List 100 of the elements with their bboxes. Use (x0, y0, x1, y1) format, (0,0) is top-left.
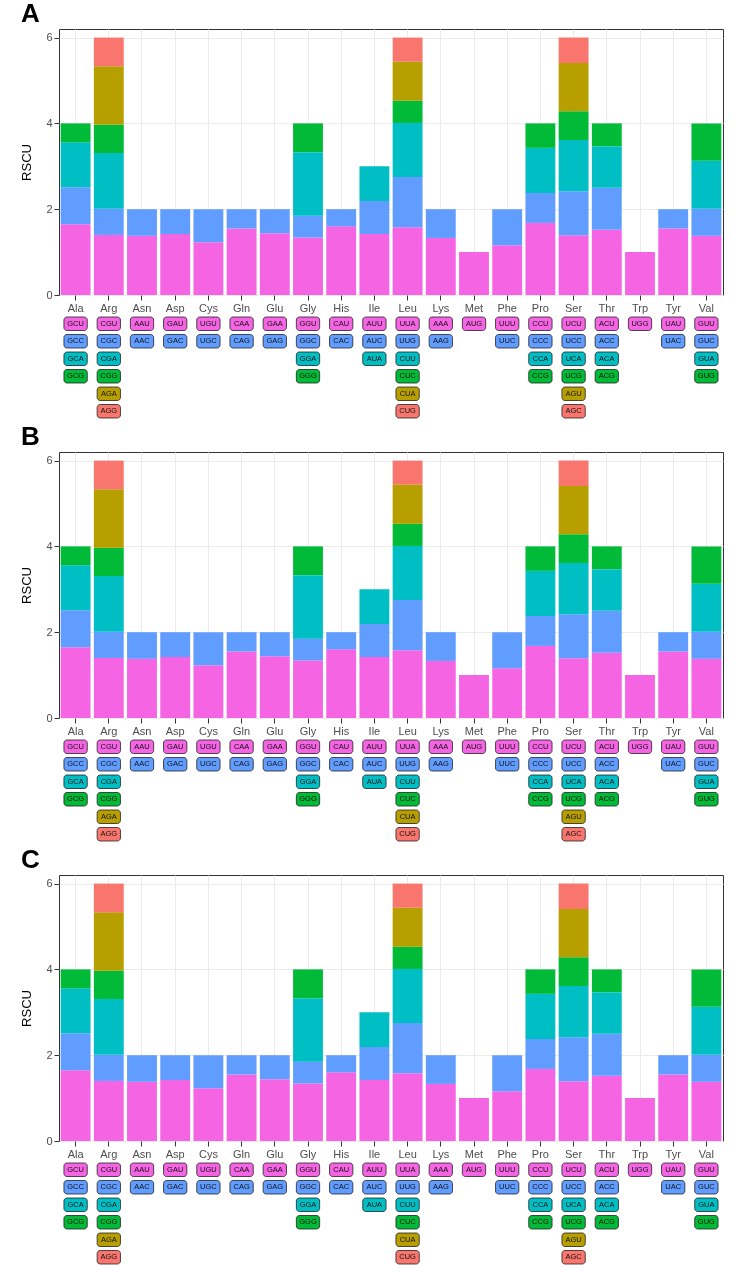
chart-title: B (20, 421, 40, 451)
x-tick-label: Asp (165, 301, 185, 314)
bar (691, 123, 722, 161)
bar (60, 142, 91, 188)
bar (625, 1098, 655, 1141)
bar (293, 546, 323, 576)
y-tick-label: 4 (46, 962, 53, 975)
bar (93, 575, 124, 632)
x-tick-label: His (333, 724, 350, 737)
bar (691, 1006, 722, 1055)
bar (525, 615, 556, 646)
x-tick-label: Asn (132, 301, 152, 314)
bar (392, 37, 423, 62)
y-tick-label: 2 (46, 202, 53, 215)
bar (591, 123, 622, 147)
bar (293, 638, 323, 661)
bar (392, 883, 423, 908)
x-tick-label: His (333, 1147, 350, 1160)
bar (658, 632, 689, 652)
x-tick-label: Tyr (665, 1147, 682, 1160)
bar (591, 610, 622, 653)
x-tick-label: Arg (100, 1147, 118, 1160)
bar (525, 1038, 556, 1069)
bar (425, 660, 456, 718)
x-tick-label: Gly (299, 1147, 317, 1160)
bar (392, 1023, 423, 1074)
x-tick-label: Lys (432, 301, 450, 314)
bar (525, 645, 556, 718)
x-tick-label: Ala (67, 1147, 85, 1160)
bar (392, 650, 423, 718)
bar (60, 1033, 91, 1071)
x-tick-label: Val (698, 301, 714, 314)
bar (525, 546, 556, 571)
bar (359, 657, 390, 718)
bar (459, 252, 489, 295)
bar (93, 883, 124, 913)
y-tick-label: 2 (46, 1048, 53, 1061)
x-tick-label: Lys (432, 724, 450, 737)
x-tick-label: Pro (531, 724, 549, 737)
bar (558, 111, 589, 141)
bar (326, 649, 357, 718)
x-tick-label: Leu (398, 301, 417, 314)
x-tick-label: Trp (631, 724, 649, 737)
bar (591, 187, 622, 230)
y-tick-label: 0 (46, 711, 53, 724)
bar (392, 545, 423, 601)
y-axis-title: RSCU (19, 567, 35, 604)
bar (127, 658, 157, 718)
bar (359, 624, 390, 658)
bar (127, 632, 157, 659)
bar (93, 970, 124, 999)
bar (591, 969, 622, 993)
bar (691, 631, 722, 659)
bar (193, 1055, 224, 1089)
bar (425, 237, 456, 295)
bar (226, 209, 257, 229)
bar (525, 969, 556, 994)
bar (625, 252, 655, 295)
bar (93, 208, 124, 235)
bar (525, 147, 556, 193)
x-tick-label: Glu (266, 301, 284, 314)
bar (691, 208, 722, 236)
bar (293, 660, 323, 718)
bar (459, 675, 489, 718)
bar (60, 647, 91, 718)
bar (591, 992, 622, 1034)
x-tick-label: Ala (67, 724, 85, 737)
bar (226, 1074, 257, 1141)
x-tick-label: Ile (368, 301, 381, 314)
bar (60, 988, 91, 1034)
bar (60, 546, 91, 566)
y-tick-label: 4 (46, 539, 53, 552)
bar (359, 201, 390, 235)
bar (193, 242, 224, 295)
bar (591, 1033, 622, 1076)
bar (259, 1055, 290, 1080)
bar (60, 224, 91, 295)
bar (558, 1037, 589, 1082)
bar (392, 1073, 423, 1141)
bar (359, 166, 390, 202)
chart-title: C (20, 844, 40, 874)
x-tick-label: Ser (565, 724, 583, 737)
bar (193, 632, 224, 666)
y-tick-label: 6 (46, 31, 53, 44)
bar (492, 209, 523, 246)
bar (392, 968, 423, 1024)
bar (492, 632, 523, 669)
x-tick-label: Thr (598, 724, 616, 737)
bar (392, 460, 423, 485)
bar (359, 1080, 390, 1141)
bar (60, 969, 91, 989)
bar (93, 912, 124, 971)
x-tick-label: Ser (565, 301, 583, 314)
bar (193, 665, 224, 718)
x-tick-label: Phe (497, 1147, 517, 1160)
bar (226, 1055, 257, 1075)
bar (591, 569, 622, 611)
x-tick-label: Asn (132, 1147, 152, 1160)
bar (558, 191, 589, 236)
bar (658, 1055, 689, 1075)
